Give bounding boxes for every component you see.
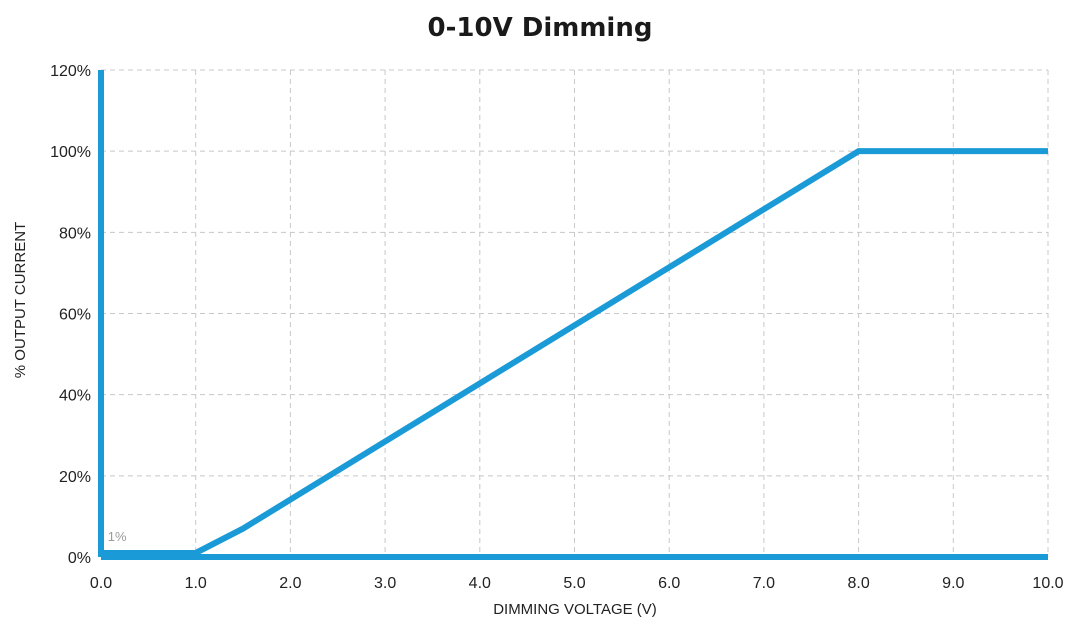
x-tick-label: 6.0 [658,575,680,592]
x-tick-label: 5.0 [563,575,585,592]
y-axis-label: % OUTPUT CURRENT [12,222,29,378]
chart-title: 0-10V Dimming [428,13,653,43]
x-tick-label: 7.0 [753,575,775,592]
x-tick-label: 3.0 [374,575,396,592]
y-tick-label: 60% [59,307,91,324]
x-tick-label: 9.0 [942,575,964,592]
x-tick-label: 4.0 [469,575,491,592]
y-tick-label: 100% [50,144,91,161]
x-tick-label: 10.0 [1032,575,1063,592]
x-tick-label: 8.0 [847,575,869,592]
annotation-label: 1% [108,529,127,544]
tick-labels: 0.0 1.0 2.0 3.0 4.0 5.0 6.0 7.0 8.0 9.0 10.0 0% 20% 4… [50,63,1064,592]
y-tick-label: 80% [59,225,91,242]
y-tick-label: 40% [59,388,91,405]
annotations: 1% [108,529,127,544]
y-tick-label: 0% [68,550,91,567]
grid [101,69,1049,557]
x-tick-label: 0.0 [90,575,112,592]
dimming-curve-line [98,70,1048,557]
x-axis-label: DIMMING VOLTAGE (V) [493,601,657,618]
x-tick-label: 1.0 [185,575,207,592]
y-tick-label: 120% [50,63,91,80]
y-tick-label: 20% [59,469,91,486]
series-layer [98,70,1048,560]
x-tick-label: 2.0 [279,575,301,592]
